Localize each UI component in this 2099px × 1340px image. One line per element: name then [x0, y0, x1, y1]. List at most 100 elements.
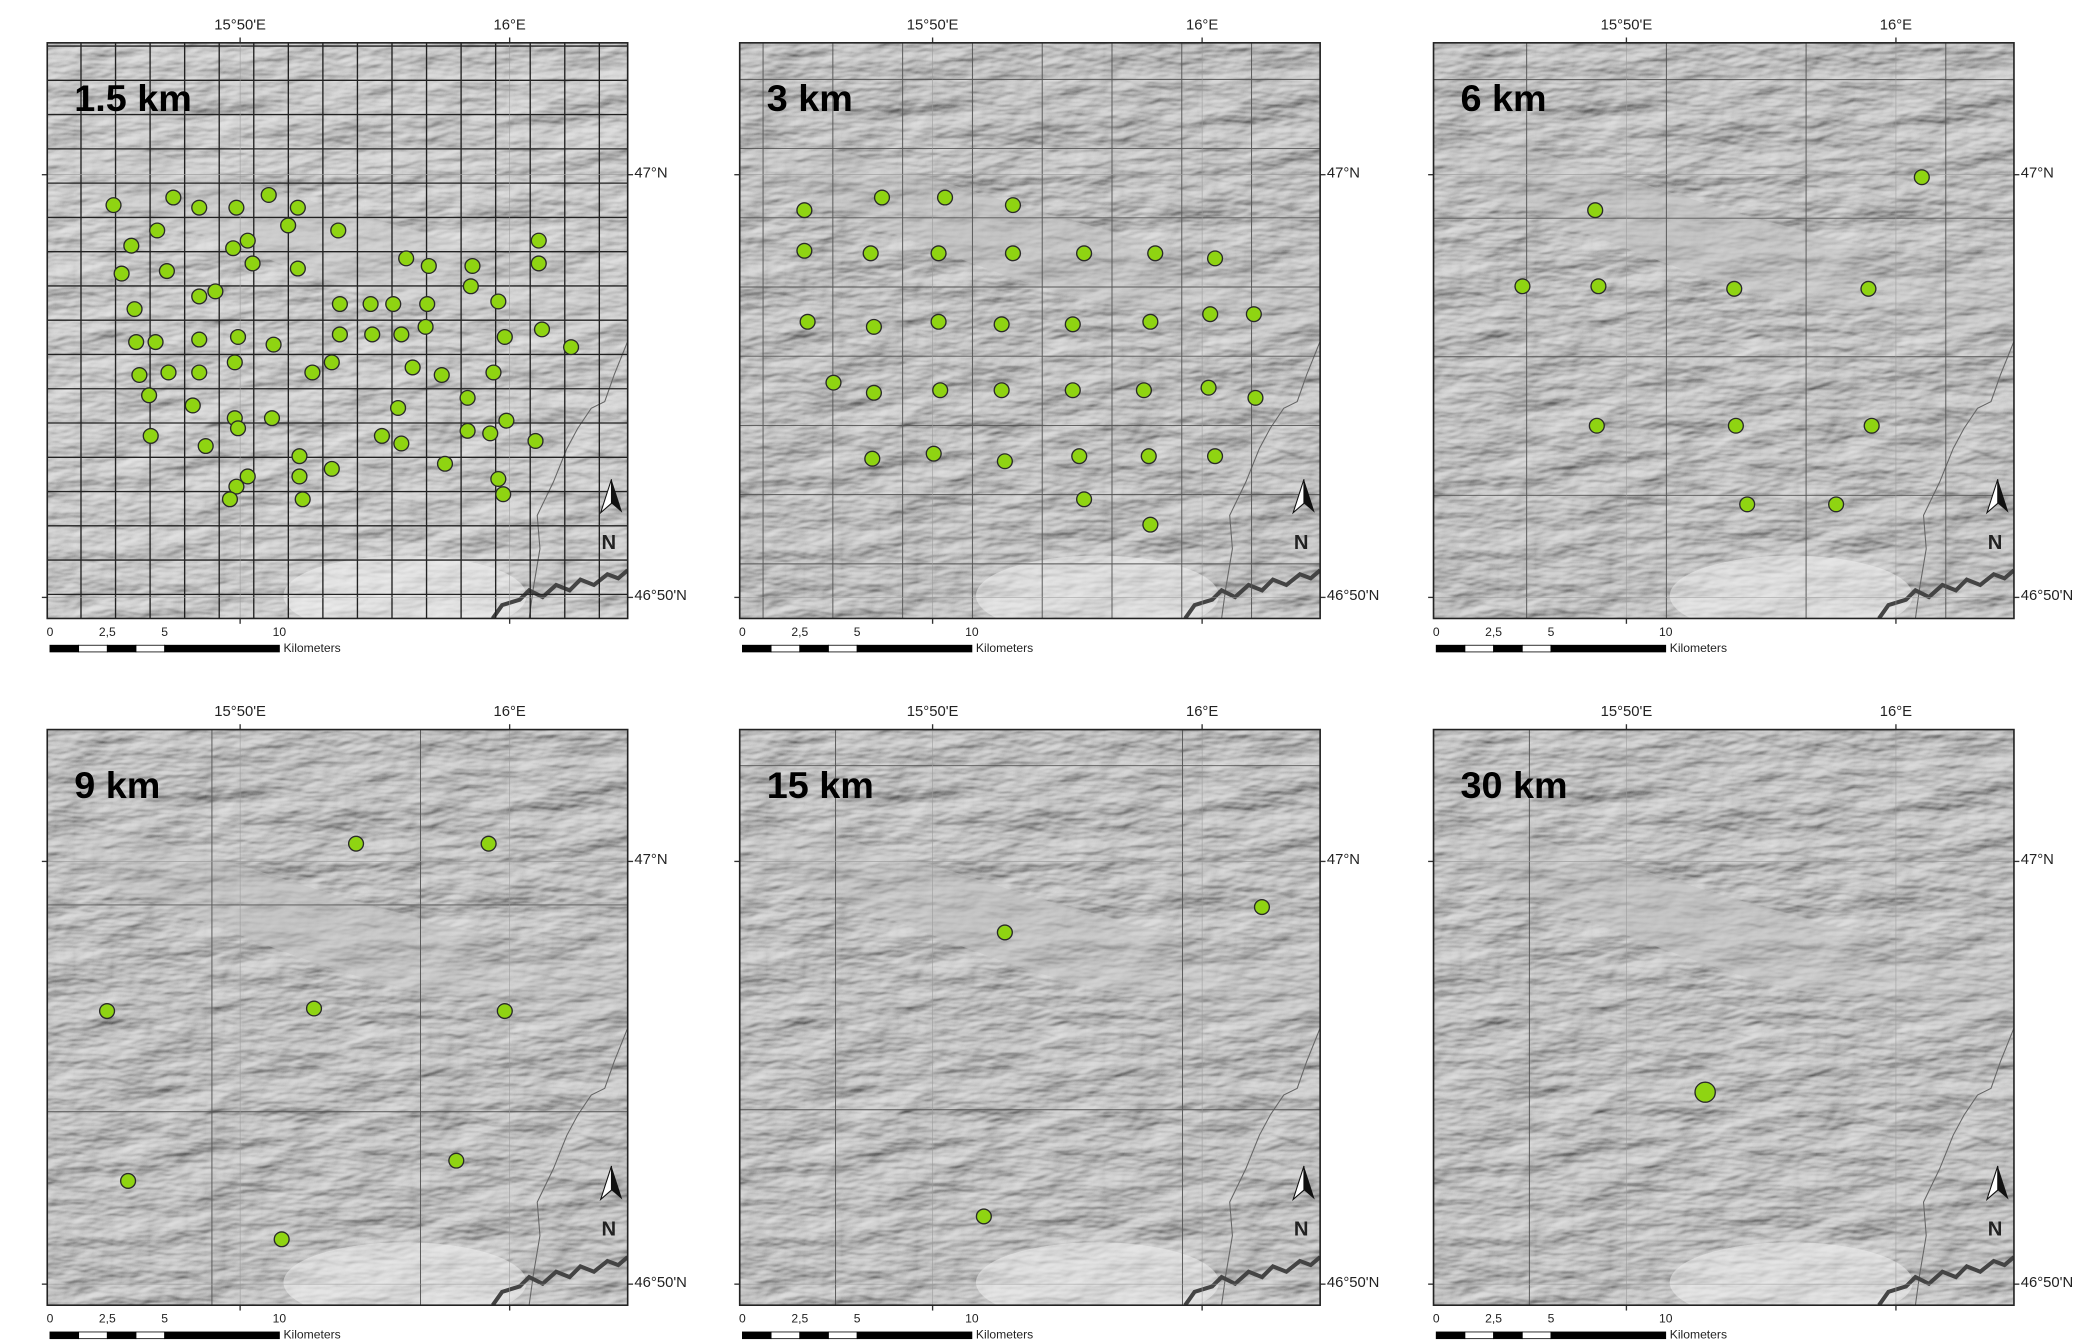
sample-point	[365, 327, 380, 342]
hillshade	[740, 730, 1320, 1306]
sample-point	[826, 375, 841, 390]
lon-label: 16°E	[1186, 18, 1218, 34]
scale-label: 10	[1659, 1312, 1673, 1326]
lat-label: 46°50'N	[1327, 588, 1379, 604]
scale-unit: Kilometers	[1670, 1328, 1727, 1340]
sample-point	[483, 426, 498, 441]
sample-point	[332, 327, 347, 342]
lon-label: 15°50'E	[907, 704, 959, 720]
sample-point	[324, 355, 339, 370]
hillshade	[47, 730, 627, 1306]
sample-point	[198, 439, 213, 454]
sample-point	[535, 322, 550, 337]
panel-title: 3 km	[767, 77, 853, 119]
sample-point	[1136, 383, 1151, 398]
sample-point	[161, 365, 176, 380]
lat-label: 47°N	[1327, 852, 1360, 868]
sample-point	[391, 401, 406, 416]
map-panel: 15°50'E16°E47°N46°50'N30 kmN02,5510Kilom…	[1428, 704, 2073, 1340]
sample-point	[1695, 1082, 1715, 1102]
sample-point	[866, 319, 881, 334]
sample-point	[106, 198, 121, 213]
lon-label: 16°E	[1880, 18, 1912, 34]
sample-point	[1203, 307, 1218, 322]
lon-label: 15°50'E	[1601, 704, 1653, 720]
sample-point	[465, 259, 480, 274]
map-panel: 15°50'E16°E47°N46°50'N15 kmN02,5510Kilom…	[734, 704, 1379, 1340]
plain	[976, 556, 1219, 636]
sample-point	[1143, 314, 1158, 329]
sample-point	[185, 398, 200, 413]
map-body	[47, 730, 627, 1323]
sample-point	[1588, 203, 1603, 218]
sample-point	[564, 340, 579, 355]
sample-point	[226, 241, 241, 256]
lon-label: 16°E	[493, 18, 525, 34]
sample-point	[931, 246, 946, 261]
scale-unit: Kilometers	[976, 1328, 1033, 1340]
lat-label: 46°50'N	[2021, 1275, 2073, 1291]
scale-label: 5	[161, 625, 168, 639]
map-body	[740, 43, 1320, 636]
sample-point	[192, 200, 207, 215]
sample-point	[531, 256, 546, 271]
scale-segment	[742, 1332, 771, 1339]
sample-point	[863, 246, 878, 261]
scale-label: 10	[273, 1312, 287, 1326]
sample-point	[114, 266, 129, 281]
sample-point	[1515, 279, 1530, 294]
sample-point	[1727, 281, 1742, 296]
scale-label: 5	[1548, 1312, 1555, 1326]
figure: 15°50'E16°E47°N46°50'N1.5 kmN02,5510Kilo…	[0, 0, 2099, 1340]
sample-point	[290, 261, 305, 276]
sample-point	[208, 284, 223, 299]
sample-point	[127, 302, 142, 317]
scale-segment	[1551, 645, 1666, 652]
sample-point	[292, 449, 307, 464]
scale-segment	[1436, 645, 1465, 652]
lat-label: 47°N	[1327, 165, 1360, 181]
north-label: N	[601, 532, 616, 554]
page: {"lonlim": [15.714, 16.073], "latlim": […	[0, 0, 2099, 1340]
sample-point	[324, 461, 339, 476]
sample-point	[405, 360, 420, 375]
scale-label: 10	[273, 625, 287, 639]
sample-point	[349, 836, 364, 851]
sample-point	[192, 289, 207, 304]
scale-segment	[1551, 1332, 1666, 1339]
sample-point	[132, 368, 147, 383]
scale-segment	[136, 1332, 165, 1339]
scale-segment	[79, 1332, 108, 1339]
scale-segment	[1465, 1332, 1494, 1339]
scale-unit: Kilometers	[283, 1328, 340, 1340]
scale-label: 0	[47, 625, 54, 639]
north-label: N	[1294, 532, 1309, 554]
sample-point	[997, 925, 1012, 940]
scale-label: 0	[739, 625, 746, 639]
north-label: N	[601, 1219, 616, 1241]
sample-point	[121, 1174, 136, 1189]
sample-point	[124, 238, 139, 253]
sample-point	[223, 492, 238, 507]
sample-point	[290, 200, 305, 215]
scale-segment	[1522, 1332, 1551, 1339]
scale-segment	[800, 645, 829, 652]
sample-point	[166, 190, 181, 205]
map-body	[740, 730, 1320, 1323]
sample-point	[1246, 307, 1261, 322]
scale-label: 5	[854, 625, 861, 639]
sample-point	[1072, 449, 1087, 464]
sample-point	[1143, 517, 1158, 532]
scale-segment	[1436, 1332, 1465, 1339]
sample-point	[460, 423, 475, 438]
scale-label: 2,5	[99, 625, 116, 639]
scale-segment	[857, 645, 972, 652]
scale-unit: Kilometers	[1670, 641, 1727, 655]
sample-point	[1740, 497, 1755, 512]
sample-point	[997, 454, 1012, 469]
scale-segment	[136, 645, 165, 652]
scale-segment	[165, 645, 280, 652]
plain	[283, 1242, 526, 1322]
sample-point	[499, 413, 514, 428]
